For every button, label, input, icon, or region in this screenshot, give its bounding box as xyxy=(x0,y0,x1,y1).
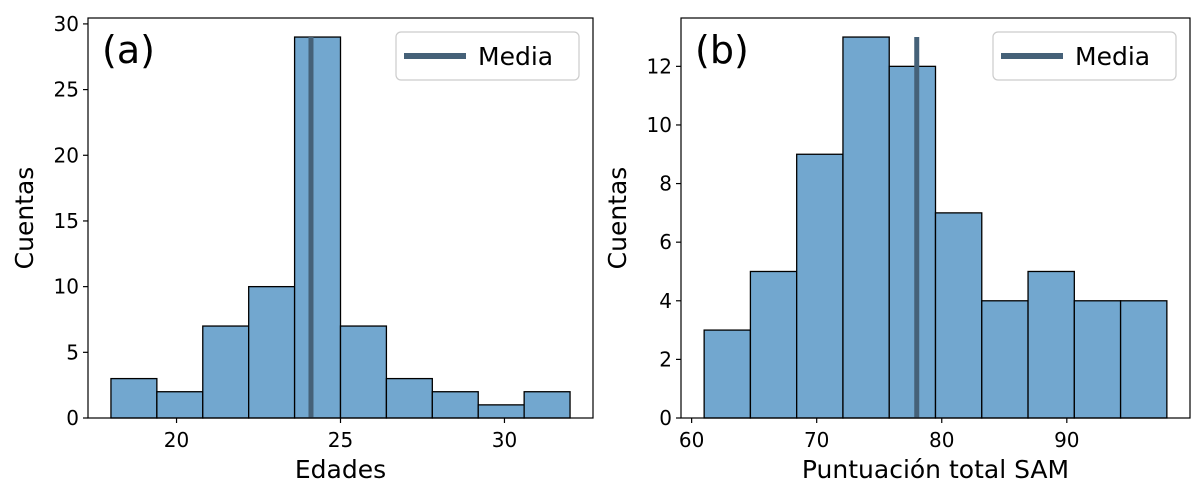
y-tick-label: 6 xyxy=(659,230,672,254)
y-axis-label: Cuentas xyxy=(10,167,39,270)
histogram-bar xyxy=(1119,300,1168,419)
legend-box xyxy=(992,31,1177,81)
plot-frame xyxy=(680,17,1191,419)
y-tick-label: 8 xyxy=(659,172,672,196)
histogram-bar xyxy=(1073,300,1122,419)
histogram-bar xyxy=(339,325,388,419)
histogram-bar xyxy=(477,404,525,419)
histogram-bar xyxy=(523,391,571,419)
histogram-bar xyxy=(248,285,296,419)
legend-label: Media xyxy=(1075,42,1150,71)
y-tick-label: 2 xyxy=(659,347,672,371)
histogram-bar xyxy=(1027,270,1075,419)
histogram-bar xyxy=(385,377,433,419)
histogram-bar xyxy=(842,36,890,419)
x-tick-label: 60 xyxy=(679,428,704,452)
x-tick-label: 80 xyxy=(929,428,954,452)
histogram-bar xyxy=(796,153,844,419)
histogram-bar xyxy=(110,377,158,419)
x-axis-label: Edades xyxy=(295,455,386,484)
y-tick-label: 25 xyxy=(54,78,79,102)
chart-panel-b: 60 70 80 90 0 2 4 6 8 10 12 Puntuación total SAM Cue… xyxy=(603,17,1191,484)
y-tick-label: 15 xyxy=(54,209,79,233)
legend-box xyxy=(395,31,580,81)
panel-label: (a) xyxy=(102,28,155,72)
histogram-bar xyxy=(431,391,479,419)
y-tick-label: 12 xyxy=(647,54,672,78)
histogram-bar xyxy=(156,391,204,419)
x-tick-label: 70 xyxy=(804,428,829,452)
histogram-bar xyxy=(981,300,1029,419)
y-tick-label: 5 xyxy=(66,340,79,364)
histogram-bar xyxy=(888,65,937,419)
x-tick-label: 25 xyxy=(328,428,353,452)
histogram-bar xyxy=(749,270,798,419)
y-tick-label: 30 xyxy=(54,12,79,36)
panel-label: (b) xyxy=(695,28,749,72)
x-tick-label: 30 xyxy=(492,428,517,452)
x-tick-label: 90 xyxy=(1054,428,1079,452)
y-tick-label: 0 xyxy=(659,406,672,430)
y-tick-label: 4 xyxy=(659,289,672,313)
histogram-bar xyxy=(293,36,342,419)
x-tick-label: 20 xyxy=(164,428,189,452)
histogram-bar xyxy=(202,325,250,419)
x-axis-label: Puntuación total SAM xyxy=(802,455,1069,484)
y-tick-label: 20 xyxy=(54,143,79,167)
y-tick-label: 10 xyxy=(647,113,672,137)
histogram-bar xyxy=(703,329,752,419)
y-axis-label: Cuentas xyxy=(603,167,632,270)
histogram-bar xyxy=(934,212,983,419)
legend: Media xyxy=(395,31,580,81)
chart-panel-a: 20 25 30 0 5 10 15 20 25 30 Edades Cuentas (a) Media xyxy=(10,12,594,484)
y-tick-label: 0 xyxy=(66,406,79,430)
legend: Media xyxy=(992,31,1177,81)
legend-label: Media xyxy=(478,42,553,71)
y-tick-label: 10 xyxy=(54,275,79,299)
